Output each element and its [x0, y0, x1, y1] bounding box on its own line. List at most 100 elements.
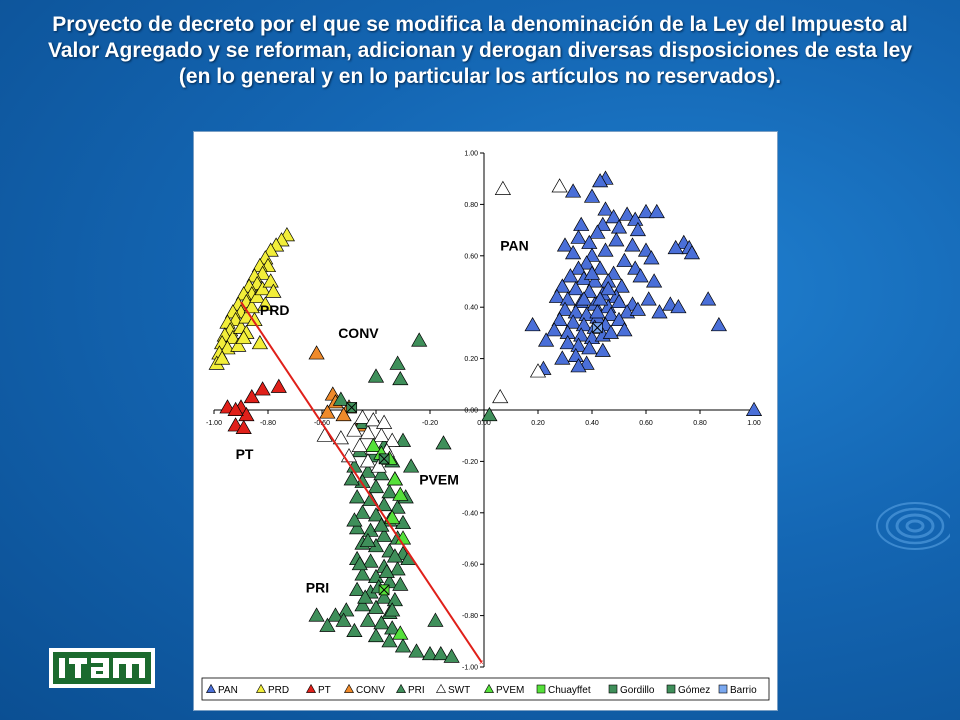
- point-pan: [548, 288, 566, 303]
- point-pan: [605, 209, 622, 224]
- point-pri: [367, 507, 385, 522]
- y-tick-label: 1.00: [464, 151, 478, 158]
- point-pri: [384, 602, 401, 617]
- point-prd: [262, 242, 279, 257]
- point-pan: [551, 311, 568, 327]
- point-pan: [597, 201, 614, 216]
- legend-label-pan: PAN: [218, 685, 238, 696]
- point-pri: [378, 563, 395, 578]
- point-pri: [384, 620, 401, 635]
- group-label-pan: PAN: [500, 238, 529, 254]
- point-swt: [370, 458, 387, 473]
- point-pvem: [386, 471, 404, 486]
- point-pri: [367, 599, 385, 614]
- point-pri: [427, 612, 444, 627]
- point-pan: [683, 245, 701, 260]
- point-pri: [367, 368, 385, 383]
- point-prd: [249, 288, 266, 303]
- point-pri: [373, 615, 390, 630]
- marker-barrio: [592, 322, 603, 334]
- legend-label-barrio: Barrio: [730, 685, 757, 696]
- point-prd: [262, 273, 279, 288]
- point-pan: [581, 283, 598, 298]
- x-tick-label: -0.20: [422, 420, 438, 427]
- point-pan: [581, 234, 598, 249]
- point-pan: [605, 265, 622, 280]
- legend-label-pvem: PVEM: [496, 685, 524, 696]
- point-pan: [627, 260, 644, 275]
- point-pri: [373, 466, 390, 481]
- point-pri: [389, 561, 406, 576]
- point-pt: [227, 401, 244, 416]
- point-swt: [332, 430, 350, 445]
- x-tick-label: -0.80: [260, 420, 276, 427]
- point-prd: [230, 337, 247, 352]
- point-pan: [616, 252, 633, 267]
- point-swt: [346, 422, 363, 437]
- point-prd: [254, 281, 271, 296]
- point-pan: [637, 242, 655, 257]
- point-pri: [348, 581, 366, 596]
- point-pri: [375, 589, 393, 604]
- point-pri: [354, 566, 371, 581]
- legend-marker-pvem: [483, 683, 495, 693]
- group-label-prd: PRD: [260, 302, 290, 318]
- legend-marker-prd: [255, 683, 267, 693]
- point-pan: [556, 237, 574, 252]
- point-pri: [308, 607, 325, 622]
- y-tick-label: 0.80: [464, 202, 478, 209]
- point-pri: [432, 645, 449, 661]
- point-pri: [411, 332, 428, 347]
- point-pan: [567, 281, 584, 296]
- point-conv: [335, 406, 352, 422]
- point-swt: [384, 432, 401, 447]
- point-pan: [554, 350, 571, 365]
- point-swt: [375, 414, 393, 429]
- point-prd: [235, 329, 252, 345]
- legend-label-gordillo: Gordillo: [620, 685, 655, 696]
- point-pvem: [392, 486, 409, 501]
- point-pri: [343, 471, 360, 486]
- point-pan: [608, 232, 625, 247]
- point-pri: [386, 548, 404, 563]
- point-pri: [359, 532, 377, 548]
- point-swt: [492, 388, 509, 404]
- point-pri: [481, 406, 498, 422]
- legend-label-pri: PRI: [408, 685, 425, 696]
- point-pri: [381, 484, 398, 499]
- y-tick-label: -0.20: [462, 459, 478, 466]
- point-pri: [443, 648, 460, 663]
- point-pri: [389, 499, 406, 514]
- point-pan: [570, 337, 587, 352]
- point-pri: [392, 370, 409, 386]
- legend-box: [201, 677, 770, 701]
- legend-label-chuayffet: Chuayffet: [548, 685, 591, 696]
- point-pri: [332, 391, 350, 406]
- point-pri: [367, 627, 385, 643]
- point-pan: [600, 281, 617, 296]
- scatter-chart: -1.00 -0.80 -0.60 -0.40 -0.20 0.00 0.20 0.40 0.6…: [201, 151, 770, 701]
- point-pri: [319, 617, 336, 632]
- legend-marker-g-mez: [666, 684, 676, 694]
- point-swt: [365, 412, 382, 427]
- point-pan: [583, 188, 601, 203]
- point-pan: [616, 322, 633, 337]
- point-pan: [589, 224, 606, 239]
- point-pan: [586, 273, 603, 288]
- point-pan: [573, 216, 590, 231]
- y-tick-label: 0.20: [464, 356, 478, 363]
- point-pan: [618, 206, 636, 221]
- chart-panel: -1.00 -0.80 -0.60 -0.40 -0.20 0.00 0.20 0.40 0.6…: [193, 131, 778, 711]
- point-pt: [254, 381, 271, 396]
- point-pan: [570, 358, 587, 373]
- point-prd: [224, 329, 242, 345]
- point-pan: [627, 211, 644, 226]
- point-pan: [564, 314, 582, 329]
- y-tick-label: -1.00: [462, 665, 478, 672]
- point-pan: [567, 304, 584, 319]
- point-pri: [351, 555, 368, 571]
- point-prd: [243, 298, 260, 314]
- point-pan: [575, 291, 593, 306]
- point-pan: [583, 265, 601, 280]
- point-pan: [583, 247, 601, 262]
